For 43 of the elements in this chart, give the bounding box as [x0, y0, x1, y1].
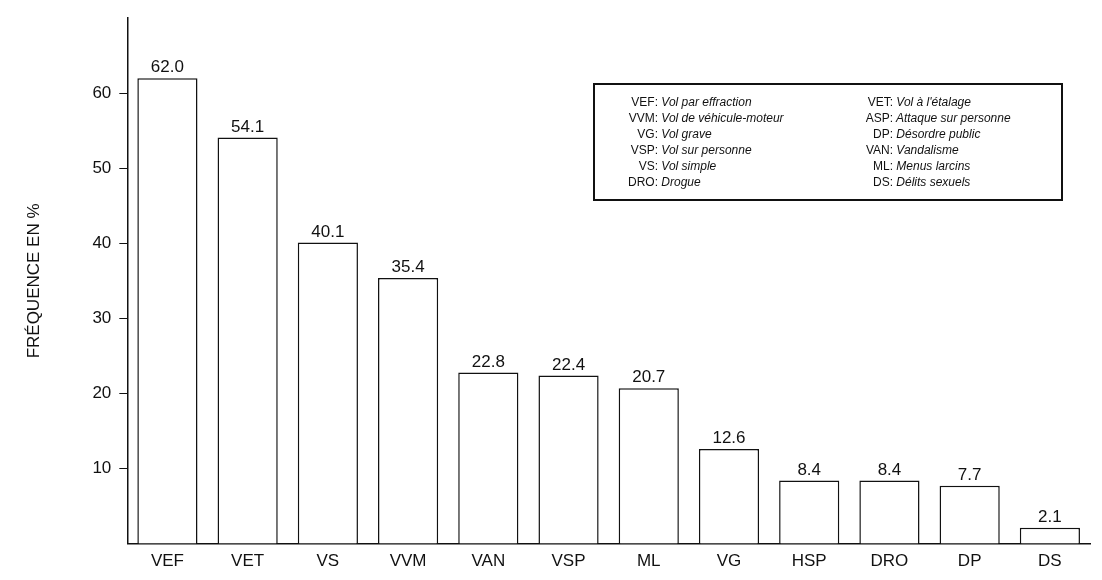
y-axis-title: FRÉQUENCE EN % — [23, 203, 43, 359]
x-tick-label: VVM — [389, 551, 427, 571]
x-tick-label: VAN — [471, 551, 506, 571]
x-tick-label: DP — [957, 551, 982, 571]
data-label: 7.7 — [957, 464, 982, 484]
x-tick-label: VEF — [150, 551, 184, 571]
x-tick-label: VG — [716, 551, 742, 571]
annotation: VEF: Vol par effraction — [630, 95, 752, 109]
annotation: VET: Vol à l'étalage — [866, 95, 971, 109]
data-label: 40.1 — [311, 221, 345, 241]
data-label: 22.8 — [471, 351, 505, 371]
annotation: VS: Vol simple — [637, 159, 717, 173]
x-tick-label: ML — [636, 551, 661, 571]
data-label: 54.1 — [231, 116, 265, 136]
y-tick-label: 30 — [92, 308, 112, 328]
y-tick-label: 10 — [92, 458, 112, 478]
data-label: 35.4 — [391, 257, 425, 277]
data-label: 8.4 — [797, 459, 822, 479]
data-label: 12.6 — [712, 428, 746, 448]
y-tick-label: 50 — [92, 158, 112, 177]
annotation: VG: Vol grave — [636, 127, 712, 141]
annotation: DS: Délits sexuels — [872, 175, 971, 189]
data-label: 62.0 — [150, 57, 184, 77]
y-tick-label: 40 — [92, 233, 112, 253]
x-tick-label: DRO — [870, 551, 909, 571]
data-label: 2.1 — [1038, 507, 1062, 527]
x-tick-label: VS — [316, 551, 340, 571]
annotation: ML: Menus larcins — [872, 159, 971, 173]
data-label: 8.4 — [877, 459, 902, 479]
annotation: VAN: Vandalisme — [864, 143, 959, 157]
y-tick-label: 60 — [92, 82, 112, 102]
annotation: ASP: Attaque sur personne — [864, 111, 1011, 125]
x-tick-label: DS — [1038, 551, 1062, 571]
annotation: DRO: Drogue — [627, 175, 701, 189]
annotation: VSP: Vol sur personne — [629, 143, 752, 157]
annotation: DP: Désordre public — [872, 127, 981, 141]
data-label: 20.7 — [632, 367, 666, 387]
x-tick-label: VET — [231, 551, 265, 571]
annotation: VVM: Vol de véhicule-moteur — [627, 111, 784, 125]
x-tick-label: HSP — [791, 551, 827, 571]
data-label: 22.4 — [552, 354, 586, 374]
x-tick-label: VSP — [551, 551, 586, 571]
y-tick-label: 20 — [92, 383, 112, 403]
